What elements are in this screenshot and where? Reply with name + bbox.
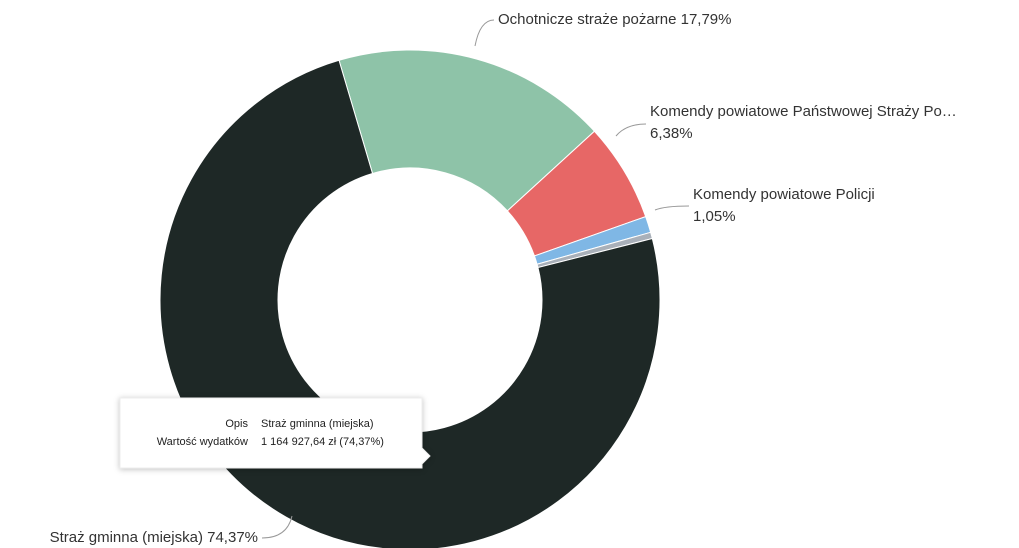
- label-value: 17,79%: [681, 11, 732, 28]
- slices: [159, 49, 661, 548]
- tooltip-box: [119, 397, 431, 469]
- leader-line: [474, 19, 495, 47]
- label-value: 6,38%: [650, 125, 693, 142]
- leader-line: [654, 205, 690, 211]
- label-value: 1,05%: [693, 208, 736, 225]
- label-value: 74,37%: [207, 529, 258, 546]
- leader-line: [615, 123, 647, 137]
- label-name: Straż gminna (miejska): [50, 529, 203, 546]
- tooltip-key: Wartość wydatków: [157, 436, 248, 448]
- slice: [338, 49, 596, 212]
- label-name: Komendy powiatowe Policji: [693, 186, 875, 203]
- slice-label: Straż gminna (miejska) 74,37%: [50, 529, 258, 546]
- slice-label: Ochotnicze straże pożarne 17,79%: [498, 11, 731, 28]
- labels: Ochotnicze straże pożarne 17,79% Komendy …: [50, 11, 957, 546]
- label-name: Komendy powiatowe Państwowej Straży Po…: [650, 103, 957, 120]
- tooltip-key: Opis: [225, 418, 248, 430]
- label-name: Ochotnicze straże pożarne: [498, 11, 676, 28]
- leader-line: [261, 515, 293, 539]
- tooltip: Opis Straż gminna (miejska) Wartość wydatk…: [119, 397, 431, 469]
- tooltip-value: Straż gminna (miejska): [261, 418, 373, 430]
- tooltip-value: 1 164 927,64 zł (74,37%): [261, 436, 384, 448]
